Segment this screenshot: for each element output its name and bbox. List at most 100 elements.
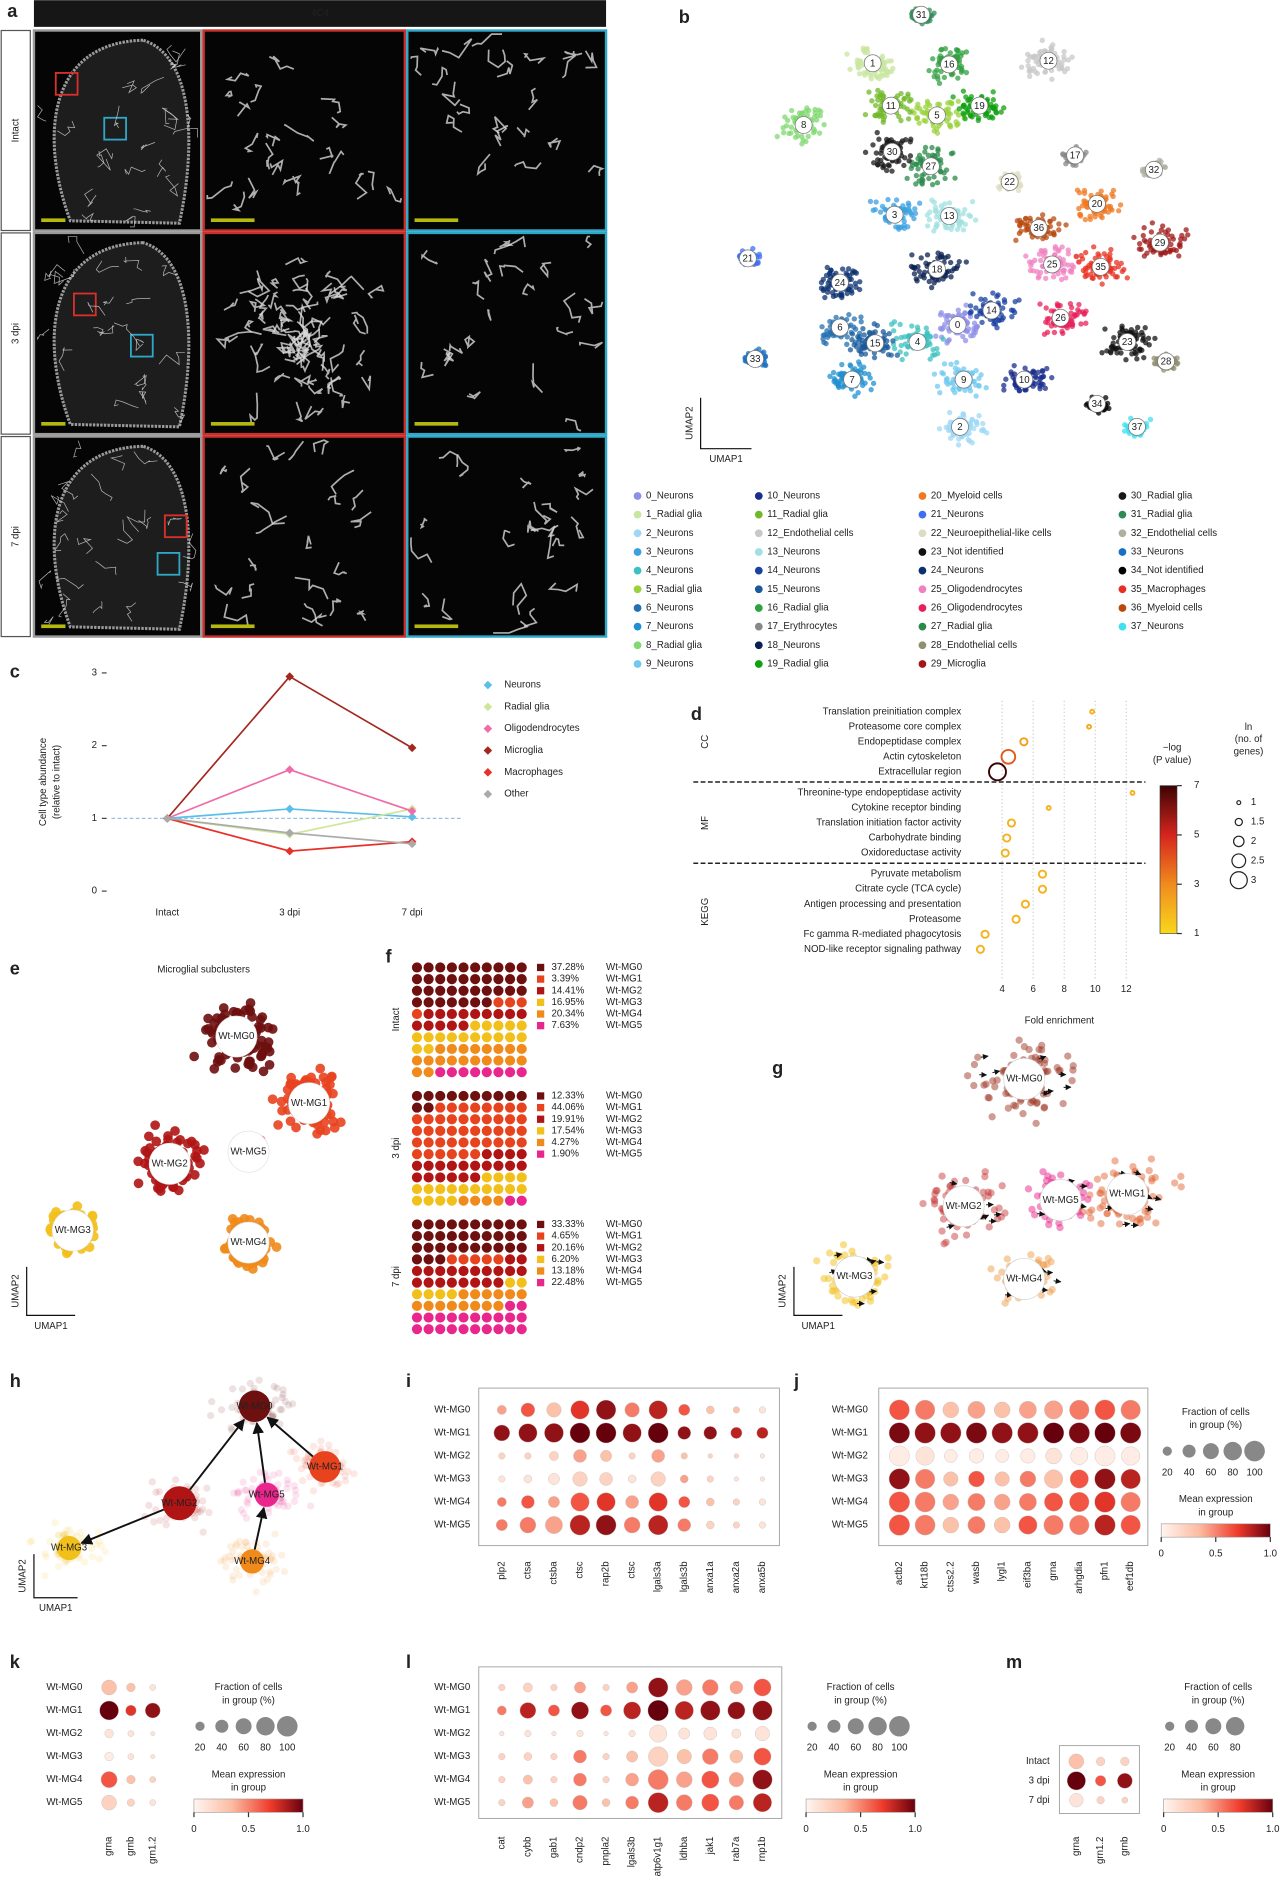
waffle-cell [458, 1032, 469, 1043]
umap-cell [1152, 335, 1158, 342]
fiber [133, 208, 151, 213]
umap-cell [1004, 1104, 1012, 1112]
fiber [117, 519, 134, 544]
umap-cell [983, 111, 990, 117]
umap-cell [1034, 269, 1040, 275]
umap-cell [264, 1059, 275, 1070]
size-legend-label: 1.5 [1251, 817, 1264, 828]
fiber [287, 333, 302, 348]
waffle-cell [458, 1324, 469, 1335]
waffle-cell [411, 1172, 423, 1183]
legend-marker [483, 680, 493, 690]
size-legend-label: 3 [1251, 875, 1256, 886]
scale-bar [41, 422, 66, 426]
umap-cell [1003, 376, 1009, 382]
legend-marker [483, 789, 493, 799]
cluster-id: 6 [837, 323, 842, 334]
waffle-cell [423, 974, 434, 985]
umap-cell [1176, 253, 1182, 259]
umap-cell [1064, 66, 1071, 72]
umap-cell [929, 181, 936, 188]
cluster-id: 8 [801, 120, 806, 131]
umap-cell [1047, 218, 1053, 225]
umap-cell [1085, 1208, 1093, 1216]
umap-cell [899, 356, 905, 363]
fiber [330, 377, 343, 397]
umap-cell [947, 122, 953, 128]
cluster-id: 25 [1047, 260, 1058, 271]
legend-label: 11_Radial glia [767, 509, 828, 520]
umap-cell [919, 109, 925, 115]
cluster-id: 28 [1161, 357, 1172, 368]
waffle-cell [458, 1008, 469, 1020]
cluster-id: 29 [1155, 238, 1166, 249]
umap-cell [879, 203, 886, 210]
waffle-cell [458, 985, 469, 996]
image-header-bar [33, 0, 607, 27]
fiber [219, 465, 228, 475]
umap-cell [901, 104, 907, 110]
waffle-cell [516, 1254, 527, 1265]
waffle-cell [470, 1265, 481, 1277]
fiber [564, 50, 583, 57]
umap-cell [969, 416, 975, 423]
umap-cell [991, 321, 997, 327]
umap-cell [1142, 325, 1148, 331]
waffle-cell [458, 1055, 469, 1066]
umap-cell [1149, 1192, 1157, 1201]
umap-cell [1049, 374, 1055, 381]
umap-cell [940, 336, 946, 342]
umap-cell [914, 114, 920, 121]
umap-cell [822, 294, 828, 301]
fiber [265, 133, 281, 147]
scale-bar [210, 422, 255, 426]
fiber [341, 394, 351, 409]
waffle-cell [435, 1230, 446, 1242]
waffle-cell [493, 1300, 504, 1311]
fiber [410, 55, 422, 76]
umap-cell [1056, 1223, 1064, 1232]
umap-cell [1069, 1062, 1077, 1070]
legend-label: 24_Neurons [931, 565, 984, 576]
legend-label: 33_Neurons [1131, 547, 1184, 558]
waffle-cell [470, 1043, 481, 1055]
umap-cell [1087, 213, 1093, 219]
fiber [97, 325, 115, 335]
waffle-cell [470, 962, 481, 973]
waffle-cell [481, 974, 492, 985]
umap-cell [1059, 328, 1065, 335]
colorbar-tick-label: 5 [1194, 830, 1199, 841]
legend-swatch [536, 963, 545, 972]
umap-cell [880, 59, 887, 65]
waffle-cell [446, 997, 457, 1008]
waffle-cell [493, 1160, 504, 1171]
umap-axes [26, 1266, 76, 1316]
cluster-label: Wt-MG1 [291, 1098, 327, 1109]
fiber [295, 401, 304, 423]
waffle-cell [481, 1114, 492, 1125]
umap-cell [898, 140, 904, 146]
umap-cell [885, 162, 892, 168]
umap-cell [1032, 68, 1038, 75]
waffle-cell [435, 1090, 446, 1102]
fiber [472, 279, 485, 301]
cluster-label: Wt-MG0 [218, 1031, 255, 1042]
fiber [320, 363, 331, 380]
umap-cell [907, 109, 913, 115]
umap-cell [858, 351, 864, 358]
waffle-cell [458, 1195, 469, 1206]
velocity-arrow [1045, 1088, 1054, 1095]
panel-title: Microglial subclusters [157, 964, 250, 975]
umap-cell [976, 375, 982, 382]
umap-cell [937, 157, 944, 163]
waffle-cell [516, 1043, 527, 1055]
micrograph-texture [214, 439, 372, 627]
waffle-cell [504, 1114, 516, 1125]
umap-cell [1027, 73, 1033, 79]
umap-cell [970, 1060, 979, 1069]
umap-cell [1107, 255, 1113, 261]
umap-cell [1020, 1042, 1028, 1051]
umap-cell [1031, 1211, 1039, 1219]
umap-cell [821, 122, 827, 128]
umap-cell [1088, 271, 1094, 278]
